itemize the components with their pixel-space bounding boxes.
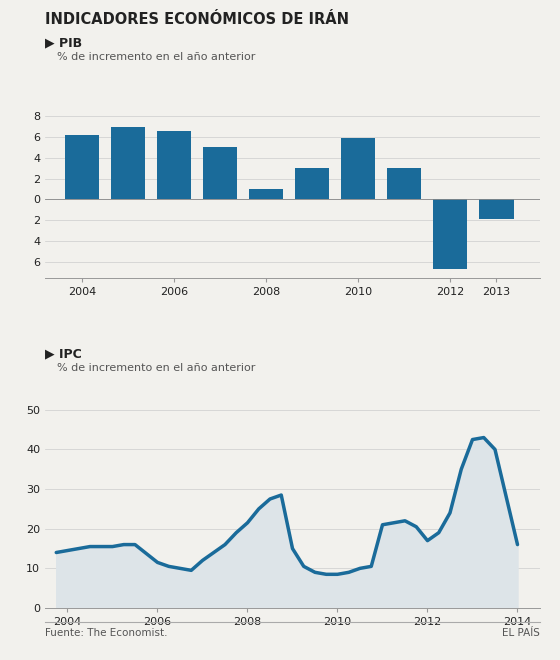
Bar [387,168,422,199]
Text: Fuente: The Economist.: Fuente: The Economist. [45,628,167,638]
Text: % de incremento en el año anterior: % de incremento en el año anterior [57,363,255,373]
Bar [111,127,145,199]
Bar [203,147,237,199]
Text: INDICADORES ECONÓMICOS DE IRÁN: INDICADORES ECONÓMICOS DE IRÁN [45,12,349,27]
Bar [433,199,468,269]
Bar [341,138,375,199]
Bar [64,135,99,199]
Text: EL PAÍS: EL PAÍS [502,628,540,638]
Bar [249,189,283,199]
Text: ▶ IPC: ▶ IPC [45,347,82,360]
Bar [479,199,514,219]
Text: % de incremento en el año anterior: % de incremento en el año anterior [57,52,255,62]
Bar [295,168,329,199]
Text: ▶ PIB: ▶ PIB [45,36,82,49]
Bar [157,131,191,199]
